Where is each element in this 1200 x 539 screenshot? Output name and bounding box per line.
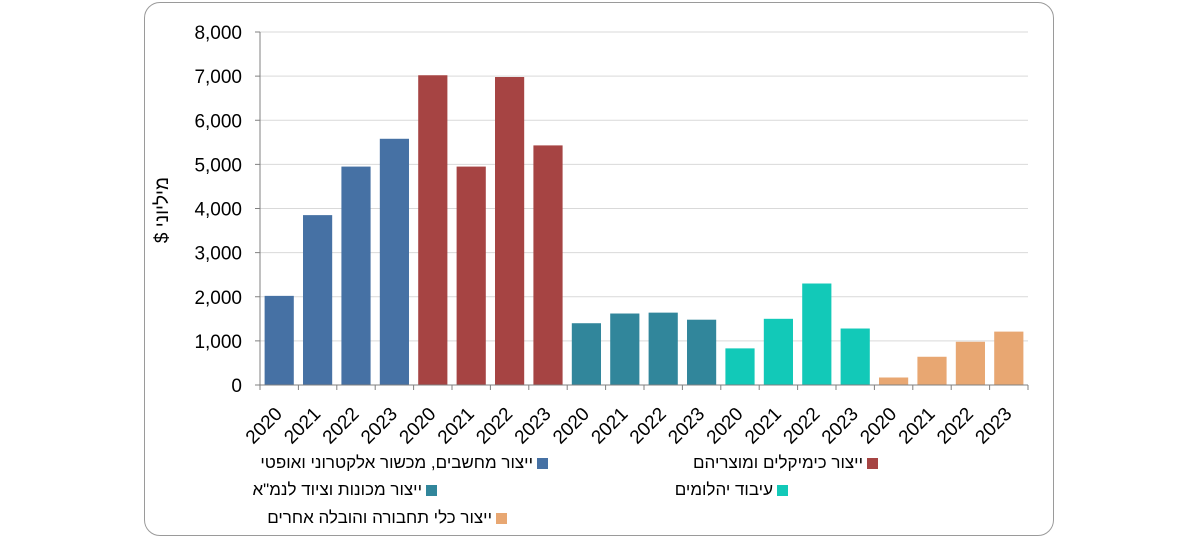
x-tick-label: 2021 [741, 404, 786, 449]
x-tick-label: 2022 [780, 404, 825, 449]
legend-item-chemicals: ייצור כימיקלים ומוצריהם [693, 452, 878, 474]
x-tick-label: 2023 [818, 404, 863, 449]
y-tick-label: 5,000 [194, 155, 242, 176]
x-tick-label: 2020 [549, 404, 594, 449]
bar [994, 331, 1024, 385]
x-tick-label: 2020 [396, 404, 441, 449]
legend: ייצור מחשבים, מכשור אלקטרוני ואופטי ייצו… [200, 452, 960, 534]
y-tick-label: 8,000 [194, 23, 242, 44]
legend-item-electronics: ייצור מחשבים, מכשור אלקטרוני ואופטי [260, 452, 548, 474]
legend-item-diamonds: עיבוד יהלומים [675, 479, 788, 501]
legend-swatch [867, 457, 878, 469]
y-tick-label: 1,000 [194, 332, 242, 353]
bar [571, 323, 601, 385]
legend-swatch [496, 512, 507, 524]
x-tick-label: 2020 [703, 404, 748, 449]
bar [725, 348, 755, 385]
x-tick-label: 2022 [472, 404, 517, 449]
x-tick-label: 2021 [434, 404, 479, 449]
x-tick-label: 2021 [588, 404, 633, 449]
legend-label: ייצור כימיקלים ומוצריהם [692, 453, 863, 472]
bar [610, 313, 640, 385]
y-axis-title: מיליוני $ [152, 177, 173, 243]
x-tick-label: 2022 [626, 404, 671, 449]
bar [955, 341, 985, 385]
chart-frame [144, 2, 1054, 536]
bar [917, 356, 947, 385]
bar [264, 295, 294, 385]
bar [763, 318, 793, 385]
x-tick-label: 2022 [933, 404, 978, 449]
bar [533, 145, 563, 385]
bar [879, 377, 909, 385]
legend-label: ייצור מכונות וציוד לנמ"א [252, 480, 422, 499]
x-tick-label: 2023 [511, 404, 556, 449]
x-tick-label: 2020 [242, 404, 287, 449]
x-tick-label: 2023 [357, 404, 402, 449]
bar [418, 75, 448, 386]
x-tick-label: 2023 [972, 404, 1017, 449]
legend-swatch [537, 457, 548, 469]
bar [648, 312, 678, 385]
legend-swatch [426, 484, 437, 496]
bar [379, 138, 409, 385]
bar [341, 166, 371, 385]
y-tick-label: 7,000 [194, 67, 242, 88]
x-tick-label: 2021 [895, 404, 940, 449]
y-tick-label: 0 [231, 376, 242, 397]
y-tick-label: 4,000 [194, 200, 242, 221]
y-tick-label: 2,000 [194, 288, 242, 309]
x-tick-label: 2021 [280, 404, 325, 449]
legend-item-transport: ייצור כלי תחבורה והובלה אחרים [267, 507, 507, 529]
x-tick-label: 2022 [319, 404, 364, 449]
bar [687, 319, 717, 385]
bar [303, 215, 333, 385]
legend-swatch [777, 484, 788, 496]
legend-item-machinery: ייצור מכונות וציוד לנמ"א [252, 479, 437, 501]
bar [840, 328, 870, 385]
y-tick-label: 3,000 [194, 244, 242, 265]
y-tick-label: 6,000 [194, 111, 242, 132]
bar [802, 283, 832, 385]
x-tick-label: 2020 [856, 404, 901, 449]
legend-label: ייצור מחשבים, מכשור אלקטרוני ואופטי [260, 453, 533, 472]
x-tick-label: 2023 [664, 404, 709, 449]
legend-label: ייצור כלי תחבורה והובלה אחרים [267, 508, 492, 527]
legend-label: עיבוד יהלומים [674, 480, 773, 499]
bar [495, 77, 525, 385]
bar [456, 166, 486, 385]
